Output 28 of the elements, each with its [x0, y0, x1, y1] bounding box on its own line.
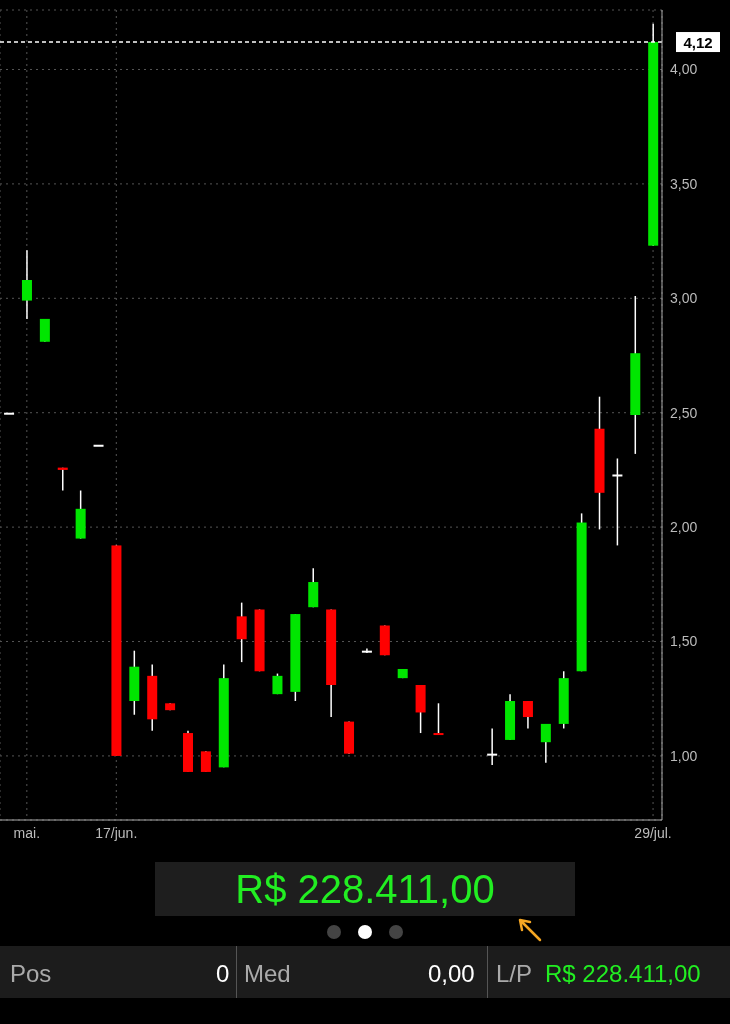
candlestick [540, 723, 551, 764]
text: Med [244, 960, 291, 988]
y-tick-label: 3,00 [670, 290, 698, 307]
text: L/P [496, 960, 533, 988]
y-tick-label: 2,00 [670, 519, 698, 536]
y-tick-label: 2,50 [670, 404, 698, 421]
x-tick-label: 17/jun. [95, 824, 138, 841]
candlestick [200, 750, 211, 773]
y-tick-label: 1,00 [670, 747, 698, 764]
text: R$ 228.411,00 [155, 862, 575, 916]
y-tick-label: 4,00 [670, 61, 698, 78]
text: Pos [10, 960, 52, 988]
candlestick [433, 702, 444, 736]
ref-line-label: 4,12 [683, 34, 713, 52]
y-tick-label: 1,50 [670, 633, 698, 650]
candlestick [487, 727, 498, 766]
candlestick [236, 601, 247, 663]
text: 0 [216, 960, 230, 988]
x-tick-label: 29/jul. [634, 824, 672, 841]
x-tick-label: mai. [13, 824, 41, 841]
candlestick [4, 412, 15, 415]
candlestick [21, 249, 32, 320]
y-tick-label: 3,50 [670, 175, 698, 192]
candlestick [93, 444, 104, 447]
text: 0,00 [428, 960, 475, 988]
text: R$ 228.411,00 [545, 960, 701, 988]
candlestick [522, 700, 533, 730]
candlestick [612, 457, 623, 547]
